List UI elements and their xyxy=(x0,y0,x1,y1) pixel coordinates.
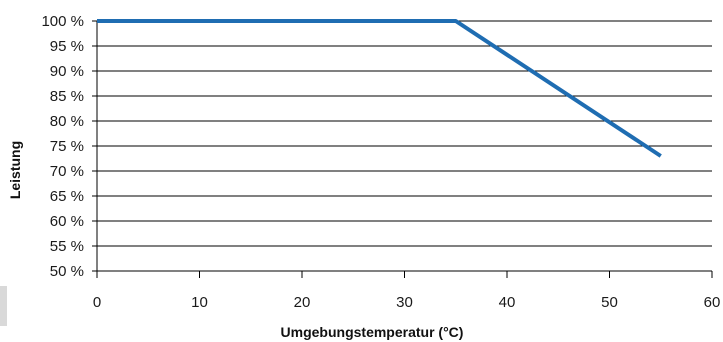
y-tick-label: 85 % xyxy=(50,88,84,105)
x-tick-label: 0 xyxy=(93,294,101,311)
y-tick-label: 75 % xyxy=(50,138,84,155)
y-tick-label: 50 % xyxy=(50,263,84,280)
left-edge-marker xyxy=(0,286,7,326)
series-line xyxy=(97,19,662,158)
y-tick-label: 80 % xyxy=(50,113,84,130)
x-tick-label: 10 xyxy=(191,294,208,311)
y-tick-label: 95 % xyxy=(50,38,84,55)
series-group xyxy=(97,19,662,158)
axes xyxy=(96,21,713,278)
x-tick-label: 60 xyxy=(704,294,721,311)
x-tick-label: 20 xyxy=(294,294,311,311)
x-tick-label: 50 xyxy=(601,294,618,311)
y-tick-labels: 50 % 55 % 60 % 65 % 70 % 75 % 80 % 85 % 90 % 95 %… xyxy=(41,13,84,280)
x-tick-label: 40 xyxy=(499,294,516,311)
y-tick-label: 100 % xyxy=(41,13,84,30)
x-tick-label: 30 xyxy=(396,294,413,311)
y-tick-label: 55 % xyxy=(50,238,84,255)
y-tick-label: 65 % xyxy=(50,188,84,205)
y-axis-title: Leistung xyxy=(7,141,23,199)
y-tick-label: 60 % xyxy=(50,213,84,230)
x-axis-title: Umgebungstemperatur (°C) xyxy=(281,324,464,340)
x-tick-labels: 0 10 20 30 40 50 60 xyxy=(93,294,721,311)
y-tick-label: 70 % xyxy=(50,163,84,180)
y-tick-label: 90 % xyxy=(50,63,84,80)
grid-lines xyxy=(92,20,712,272)
